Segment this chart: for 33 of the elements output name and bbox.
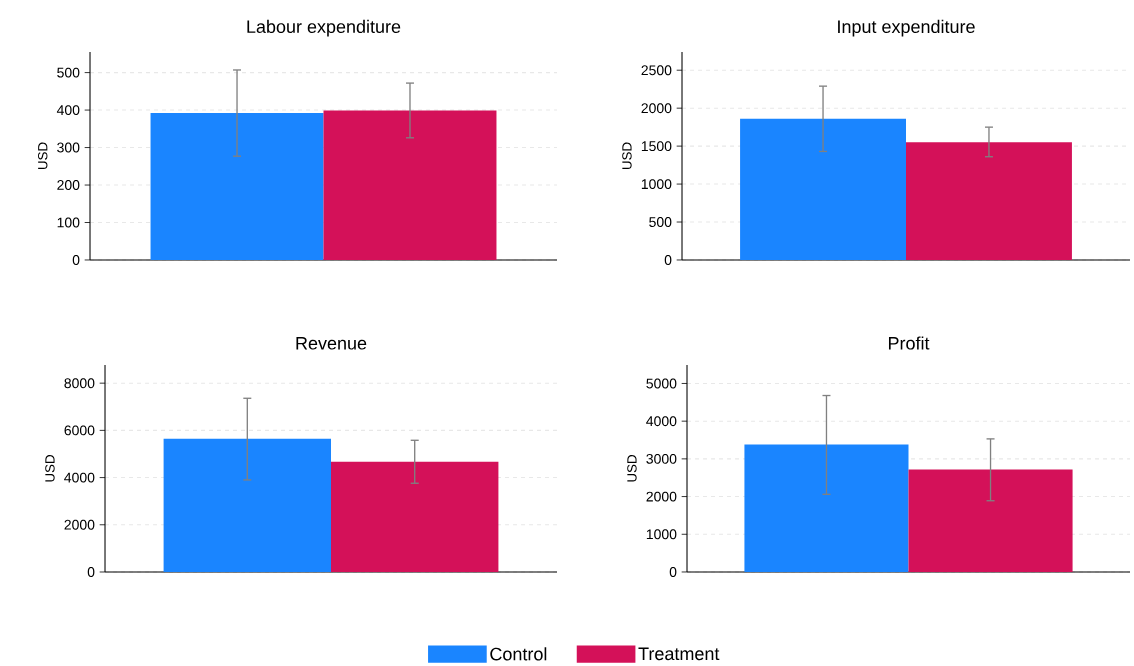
y-tick-label: 1500 xyxy=(641,141,672,152)
y-tick-label: 200 xyxy=(57,180,80,190)
y-tick-label: 100 xyxy=(57,217,80,228)
y-tick-label: 0 xyxy=(664,255,672,265)
chart-title: Labour expenditure xyxy=(247,19,401,37)
y-tick-label: 0 xyxy=(87,567,95,577)
y-tick-label: 500 xyxy=(649,217,672,227)
y-axis-title: USD xyxy=(622,142,632,170)
y-tick-label: 4000 xyxy=(64,472,95,483)
chart-title: Revenue xyxy=(296,337,367,350)
y-axis-title: USD xyxy=(45,455,55,482)
y-tick-label: 3000 xyxy=(646,453,677,464)
y-tick-label: 2000 xyxy=(641,103,672,114)
y-tick-label: 300 xyxy=(57,142,80,153)
y-tick-label: 6000 xyxy=(64,425,95,436)
legend-label: Control xyxy=(490,647,547,661)
y-tick-label: 2000 xyxy=(64,519,95,530)
y-tick-label: 400 xyxy=(56,105,80,116)
y-tick-label: 4000 xyxy=(646,416,677,427)
y-tick-label: 500 xyxy=(57,67,80,78)
y-tick-label: 0 xyxy=(72,255,80,265)
y-tick-label: 0 xyxy=(669,567,677,577)
y-tick-label: 8000 xyxy=(64,378,95,389)
y-tick-label: 2000 xyxy=(646,491,677,502)
y-tick-label: 1000 xyxy=(641,179,672,190)
chart-title: Profit xyxy=(888,336,930,350)
y-axis-title: USD xyxy=(38,142,48,170)
y-tick-label: 1000 xyxy=(646,529,677,540)
y-axis-title: USD xyxy=(627,455,637,482)
y-tick-label: 2500 xyxy=(641,65,672,76)
y-tick-label: 5000 xyxy=(646,378,677,389)
chart-title: Input expenditure xyxy=(838,19,975,37)
legend-label: Treatment xyxy=(638,647,720,661)
